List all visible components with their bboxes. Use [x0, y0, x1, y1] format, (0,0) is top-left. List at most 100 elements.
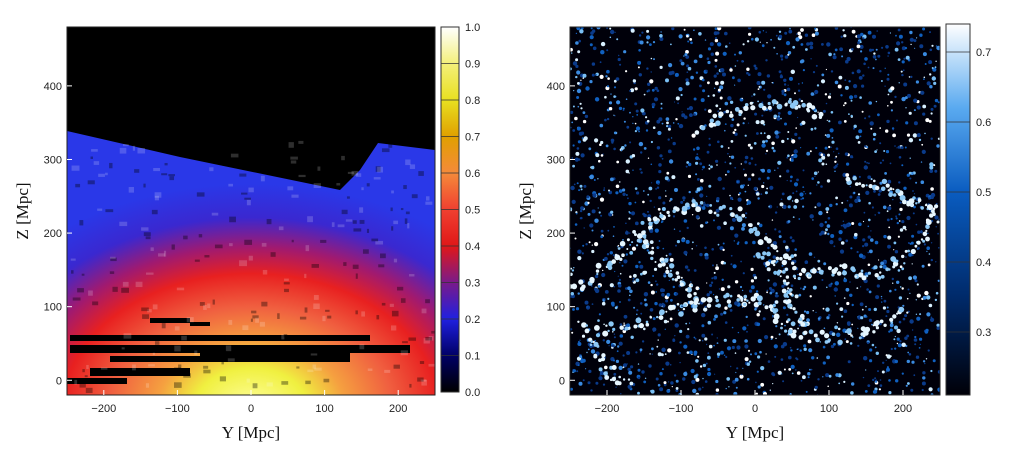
density-speck — [908, 111, 912, 115]
texture-cell — [298, 174, 306, 178]
density-speck — [627, 384, 632, 389]
density-speck — [798, 136, 801, 140]
density-speck — [901, 342, 906, 347]
density-speck — [803, 310, 807, 313]
density-speck — [638, 130, 640, 133]
filament-speck — [773, 313, 780, 320]
density-speck — [589, 43, 593, 47]
density-speck — [759, 350, 762, 354]
texture-cell — [229, 243, 233, 247]
filament-speck — [873, 179, 876, 183]
density-speck — [695, 71, 699, 74]
density-speck — [672, 141, 676, 146]
colorbar-tick-label: 0.8 — [465, 95, 480, 107]
density-speck — [687, 66, 692, 71]
density-speck — [929, 162, 934, 167]
x-tick-label: 200 — [894, 403, 912, 415]
density-speck — [788, 368, 792, 371]
density-speck — [909, 292, 911, 294]
density-speck — [685, 239, 690, 244]
density-speck — [715, 266, 719, 271]
texture-cell — [109, 162, 113, 169]
y-tick-label: 100 — [547, 302, 565, 314]
filament-speck — [589, 278, 595, 284]
density-speck — [707, 371, 712, 377]
density-speck — [746, 71, 749, 75]
density-speck — [868, 290, 872, 294]
density-speck — [693, 269, 697, 272]
density-speck — [576, 96, 580, 99]
colorbar-left: 0.00.10.20.30.40.50.60.70.80.91.0 — [440, 22, 480, 399]
filament-speck — [789, 102, 796, 109]
density-speck — [702, 377, 704, 380]
filament-speck — [647, 217, 651, 221]
density-speck — [826, 179, 831, 183]
density-speck — [817, 317, 821, 320]
density-speck — [576, 370, 579, 373]
density-speck — [705, 362, 708, 365]
density-speck — [843, 104, 845, 107]
density-speck — [783, 93, 787, 97]
density-speck — [860, 50, 863, 53]
density-speck — [606, 339, 611, 344]
density-speck — [610, 29, 615, 35]
texture-cell — [304, 273, 307, 279]
density-speck — [637, 60, 642, 65]
density-speck — [866, 162, 868, 164]
density-speck — [793, 253, 797, 257]
filament-speck — [836, 271, 842, 276]
density-speck — [772, 104, 774, 106]
density-speck — [622, 329, 627, 334]
texture-cell — [110, 256, 116, 259]
texture-cell — [221, 359, 224, 365]
filament-speck — [768, 269, 771, 272]
density-speck — [734, 280, 739, 284]
density-speck — [771, 146, 775, 150]
density-speck — [757, 88, 760, 90]
density-speck — [908, 353, 912, 356]
density-speck — [724, 306, 728, 310]
texture-cell — [228, 319, 233, 325]
density-speck — [714, 37, 718, 40]
density-speck — [897, 58, 901, 61]
filament-speck — [846, 328, 852, 334]
texture-cell — [163, 250, 167, 257]
density-speck — [778, 131, 781, 134]
texture-cell — [313, 294, 319, 300]
filament-speck — [681, 205, 688, 212]
density-speck — [906, 297, 909, 300]
density-speck — [683, 371, 688, 377]
density-speck — [692, 197, 694, 200]
texture-cell — [307, 369, 314, 373]
density-speck — [627, 286, 631, 291]
texture-cell — [150, 247, 154, 251]
density-speck — [757, 197, 760, 200]
density-speck — [634, 187, 638, 190]
density-speck — [577, 342, 582, 346]
density-speck — [818, 210, 823, 216]
density-speck — [838, 120, 842, 125]
density-speck — [686, 161, 690, 164]
density-speck — [575, 151, 580, 156]
density-speck — [691, 248, 693, 250]
density-speck — [885, 359, 887, 361]
density-speck — [727, 152, 729, 155]
colorbar-tick-label: 0.3 — [465, 278, 480, 290]
density-speck — [678, 34, 683, 39]
density-speck — [772, 255, 776, 259]
density-speck — [826, 119, 828, 121]
density-speck — [864, 390, 868, 393]
texture-cell — [261, 301, 268, 307]
density-speck — [819, 222, 824, 228]
density-speck — [608, 107, 613, 111]
filament-speck — [810, 105, 816, 110]
density-speck — [892, 128, 895, 131]
density-speck — [873, 307, 877, 312]
texture-cell — [353, 336, 356, 341]
density-speck — [794, 92, 796, 95]
texture-cell — [251, 310, 257, 314]
filament-speck — [594, 325, 600, 331]
filament-speck — [922, 239, 926, 243]
density-speck — [756, 81, 761, 85]
density-speck — [868, 201, 871, 205]
